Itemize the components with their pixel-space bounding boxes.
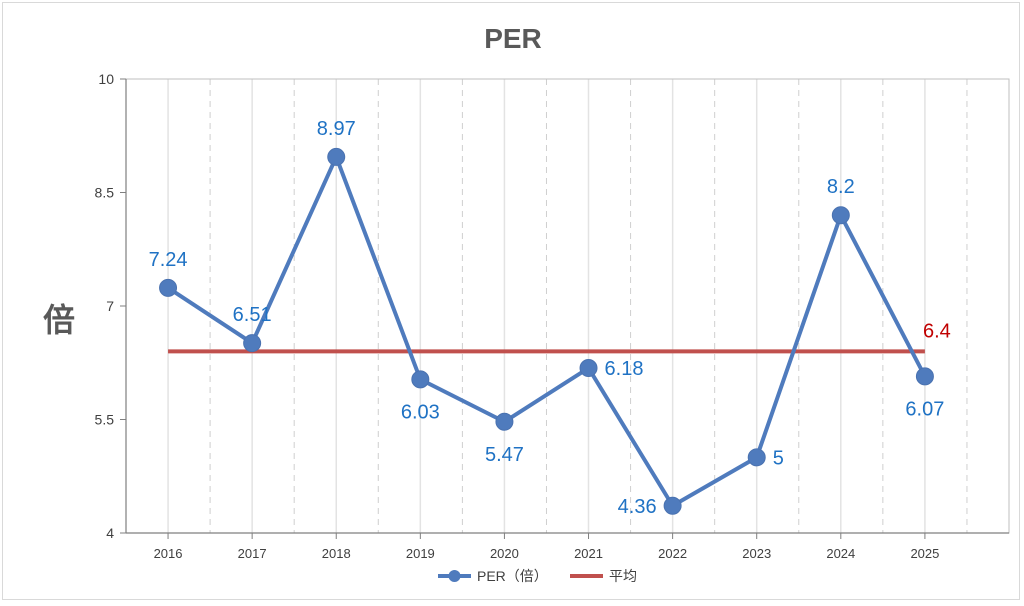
x-tick-label: 2016 bbox=[154, 546, 183, 561]
per-data-label: 7.24 bbox=[149, 249, 188, 271]
data-labels: 7.24 6.51 8.97 6.03 5.47 6.18 4.36 5 8.2 6.07 6.4 bbox=[149, 118, 951, 518]
per-data-label: 6.07 bbox=[905, 398, 944, 420]
per-data-label: 6.51 bbox=[233, 304, 272, 326]
per-data-label: 8.2 bbox=[827, 176, 855, 198]
axes bbox=[120, 78, 1010, 539]
x-tick-label: 2023 bbox=[742, 546, 771, 561]
x-tick-label: 2018 bbox=[322, 546, 351, 561]
x-tick-label: 2024 bbox=[826, 546, 855, 561]
y-tick-label: 4 bbox=[106, 525, 114, 541]
gridlines bbox=[167, 79, 968, 533]
y-tick-label: 8.5 bbox=[95, 185, 115, 201]
per-point bbox=[663, 496, 682, 515]
legend-average-label: 平均 bbox=[609, 568, 637, 584]
x-tick-label: 2020 bbox=[490, 546, 519, 561]
per-data-label: 4.36 bbox=[618, 496, 657, 518]
per-point bbox=[411, 370, 430, 389]
per-point bbox=[747, 448, 766, 467]
per-point bbox=[327, 147, 346, 166]
per-data-label: 5.47 bbox=[485, 444, 524, 466]
legend-per-label: PER（倍） bbox=[477, 568, 548, 584]
x-tick-label: 2022 bbox=[658, 546, 687, 561]
average-data-label: 6.4 bbox=[923, 320, 951, 342]
x-tick-label: 2017 bbox=[238, 546, 267, 561]
legend: PER（倍） 平均 bbox=[438, 568, 637, 584]
y-tick-label: 5.5 bbox=[95, 412, 115, 428]
per-point bbox=[159, 278, 178, 297]
tick-labels: 4 5.5 7 8.5 10 2016 2017 2018 2019 2020 2021 2022 20… bbox=[95, 71, 940, 561]
y-tick-label: 10 bbox=[98, 71, 114, 87]
chart-title: PER bbox=[484, 23, 542, 54]
per-data-label: 8.97 bbox=[317, 118, 356, 140]
y-tick-label: 7 bbox=[106, 298, 114, 314]
x-tick-label: 2025 bbox=[910, 546, 939, 561]
per-data-label: 6.18 bbox=[605, 358, 644, 380]
y-axis-label: 倍 bbox=[43, 302, 75, 338]
x-tick-label: 2021 bbox=[574, 546, 603, 561]
x-tick-label: 2019 bbox=[406, 546, 435, 561]
per-line bbox=[166, 154, 927, 508]
per-data-label: 5 bbox=[773, 447, 784, 469]
per-point bbox=[831, 206, 850, 225]
per-point bbox=[915, 367, 934, 386]
legend-per-swatch-marker bbox=[448, 570, 461, 582]
per-series bbox=[159, 147, 934, 515]
per-line-chart: PER 倍 4 5.5 7 8.5 10 2016 2017 2018 2019 2020 2021… bbox=[43, 23, 1010, 584]
per-point bbox=[495, 412, 514, 431]
per-data-label: 6.03 bbox=[401, 401, 440, 423]
per-point bbox=[243, 334, 262, 353]
per-point bbox=[579, 359, 598, 378]
